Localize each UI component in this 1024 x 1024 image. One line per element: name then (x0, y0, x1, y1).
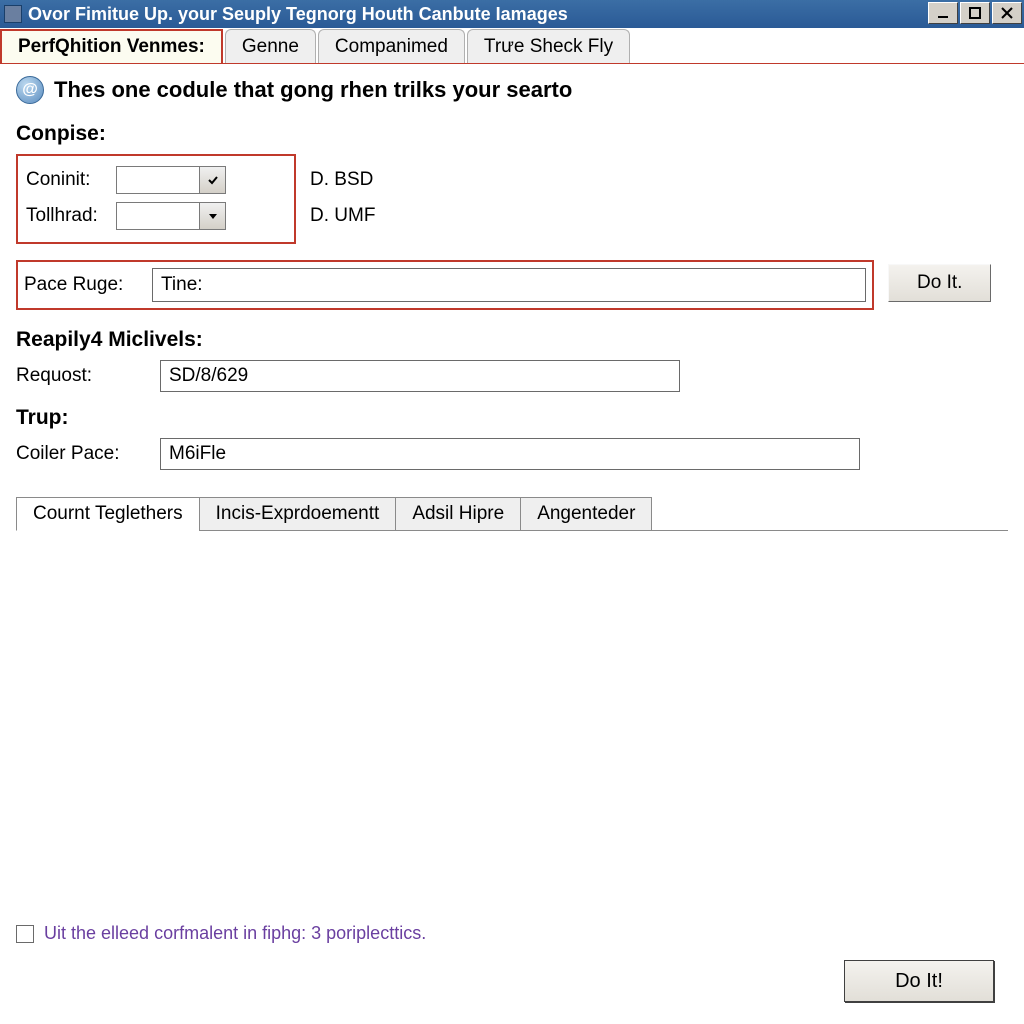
tab-incis-exprdoementt[interactable]: Incis-Exprdoementt (199, 497, 397, 531)
do-it-button[interactable]: Do It! (844, 960, 994, 1002)
footer-row: Uit the elleed corfmalent in fiphg: 3 po… (16, 923, 426, 944)
top-tab-strip: PerfQhition Venmes: Genne Companimed Trư… (0, 28, 1024, 64)
tab-angenteder[interactable]: Angenteder (520, 497, 652, 531)
tab-label: Adsil Hipre (412, 503, 504, 525)
lower-tab-strip: Cournt Teglethers Incis-Exprdoementt Ads… (16, 496, 1008, 531)
section-conpise-title: Conpise: (16, 122, 1008, 146)
minimize-button[interactable] (928, 2, 958, 24)
footer-text: Uit the elleed corfmalent in fiphg: 3 po… (44, 923, 426, 944)
section-trup-title: Trup: (16, 406, 1008, 430)
tab-label: PerfQhition Venmes: (18, 36, 205, 58)
request-field[interactable]: SD/8/629 (160, 360, 680, 392)
tab-label: Trưe Sheck Fly (484, 36, 613, 58)
coninit-row: Coninit: (26, 162, 286, 198)
tab-cournt-teglethers[interactable]: Cournt Teglethers (16, 497, 200, 531)
pace-ruge-label: Pace Ruge: (24, 274, 152, 296)
button-label: Do It! (895, 970, 943, 993)
coiler-label: Coiler Pace: (16, 443, 160, 465)
window-title: Ovor Fimitue Up. your Seuply Tegnorg Hou… (28, 4, 568, 25)
tab-true-sheck-fly[interactable]: Trưe Sheck Fly (467, 29, 630, 63)
button-label: Do It. (917, 272, 962, 294)
conpise-group: Coninit: Tollhrad: (16, 154, 296, 244)
coninit-suffix: D. BSD (310, 169, 373, 191)
tab-adsil-hipre[interactable]: Adsil Hipre (395, 497, 521, 531)
pace-ruge-field[interactable]: Tine: (152, 268, 866, 302)
coninit-label: Coninit: (26, 169, 116, 191)
tab-perfqhition[interactable]: PerfQhition Venmes: (0, 29, 223, 63)
tollhrad-label: Tollhrad: (26, 205, 116, 227)
info-icon: @ (16, 76, 44, 104)
tollhrad-row: Tollhrad: (26, 198, 286, 234)
page-heading: Thes one codule that gong rhen trilks yo… (54, 77, 572, 103)
window-controls (928, 0, 1024, 28)
coiler-field[interactable]: M6iFle (160, 438, 860, 470)
heading-row: @ Thes one codule that gong rhen trilks … (16, 76, 1008, 104)
footer-checkbox[interactable] (16, 925, 34, 943)
tollhrad-suffix: D. UMF (310, 205, 375, 227)
app-icon (4, 5, 22, 23)
coninit-combo[interactable] (116, 166, 226, 194)
tab-label: Genne (242, 36, 299, 58)
request-row: Requost: SD/8/629 (16, 360, 1008, 392)
do-it-button-small[interactable]: Do It. (888, 264, 991, 302)
content-area: @ Thes one codule that gong rhen trilks … (0, 64, 1024, 531)
close-button[interactable] (992, 2, 1022, 24)
tab-companimed[interactable]: Companimed (318, 29, 465, 63)
tab-label: Cournt Teglethers (33, 503, 183, 525)
tollhrad-value (117, 203, 199, 229)
title-bar: Ovor Fimitue Up. your Seuply Tegnorg Hou… (0, 0, 1024, 28)
tollhrad-combo[interactable] (116, 202, 226, 230)
tab-genne[interactable]: Genne (225, 29, 316, 63)
chevron-down-icon[interactable] (199, 167, 225, 193)
coninit-value (117, 167, 199, 193)
tab-label: Companimed (335, 36, 448, 58)
maximize-button[interactable] (960, 2, 990, 24)
pace-ruge-row: Pace Ruge: Tine: (16, 260, 874, 310)
request-label: Requost: (16, 365, 160, 387)
section-reapily-title: Reapily4 Miclivels: (16, 328, 1008, 352)
tab-label: Incis-Exprdoementt (216, 503, 380, 525)
coiler-row: Coiler Pace: M6iFle (16, 438, 1008, 470)
tab-label: Angenteder (537, 503, 635, 525)
chevron-down-icon[interactable] (199, 203, 225, 229)
